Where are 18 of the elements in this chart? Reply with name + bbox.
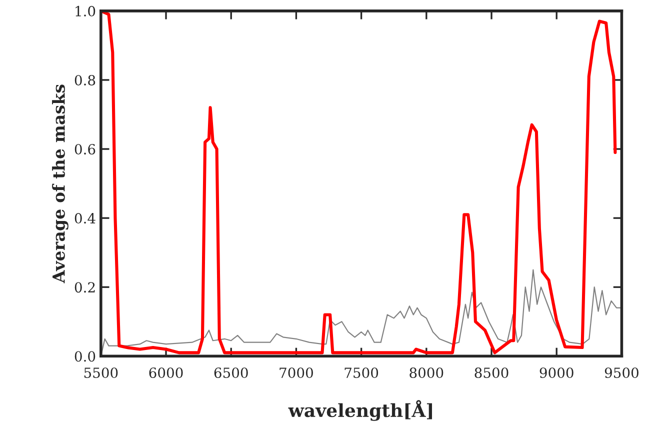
y-axis-title: Average of the masks [52, 84, 68, 284]
x-tick-label: 6500 [214, 368, 248, 378]
x-tick-label: 9500 [604, 368, 638, 378]
x-tick-label: 7000 [280, 368, 313, 378]
x-tick-label: 5500 [84, 368, 118, 378]
y-tick-label: 1.0 [76, 6, 96, 16]
x-tick-label: 8000 [410, 368, 444, 378]
y-tick-label: 0.8 [74, 74, 96, 86]
y-tick-label: 0.0 [74, 351, 96, 362]
x-tick-label: 7500 [344, 368, 378, 378]
line-series [100, 10, 617, 354]
x-axis-title: wavelength[Å] [288, 400, 432, 421]
y-tick-label: 0.4 [74, 213, 96, 224]
y-tick-label: 0.6 [74, 144, 96, 154]
y-tick-label: 0.2 [74, 282, 95, 293]
x-tick-label: 6000 [149, 368, 183, 378]
x-tick-label: 8500 [474, 368, 508, 378]
x-tick-label: 9000 [540, 368, 574, 378]
